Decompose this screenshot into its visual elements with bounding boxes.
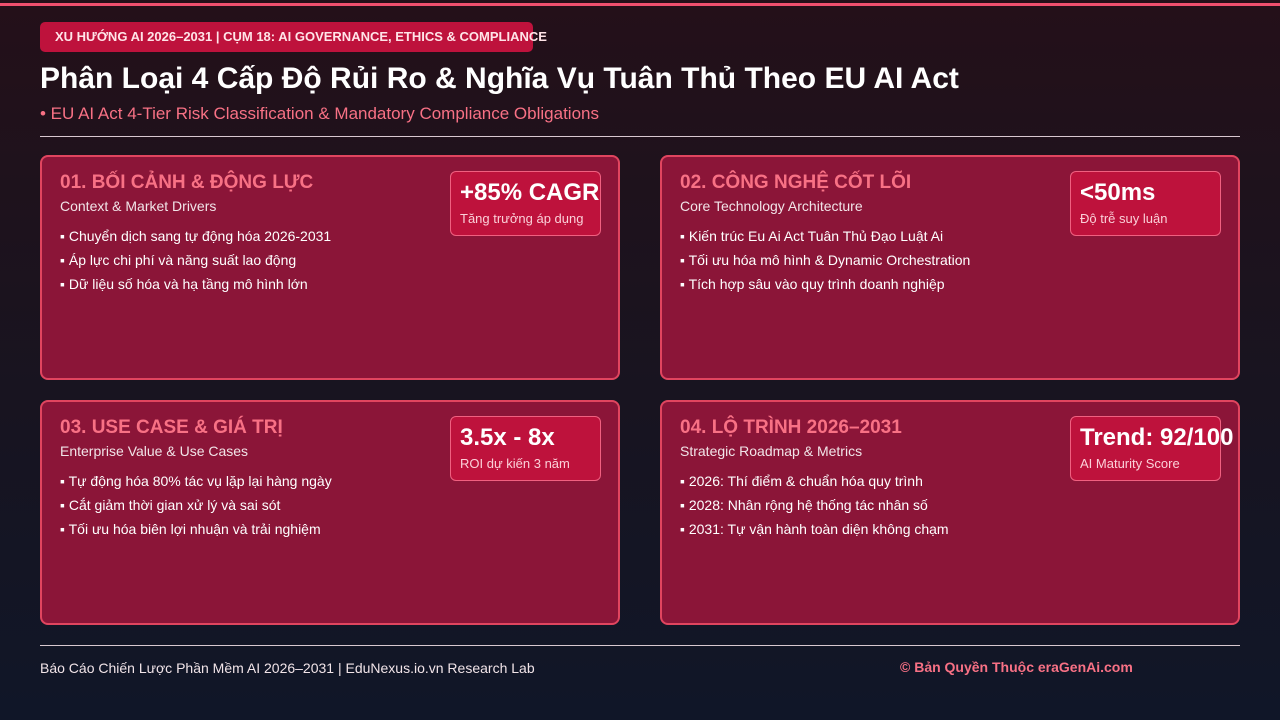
card-subheading: Core Technology Architecture xyxy=(680,198,863,214)
card-heading: 04. LỘ TRÌNH 2026–2031 xyxy=(680,417,902,438)
bullet: ▪ Tối ưu hóa mô hình & Dynamic Orchestra… xyxy=(680,252,971,268)
card-subheading: Strategic Roadmap & Metrics xyxy=(680,443,863,459)
divider xyxy=(40,136,1240,137)
divider xyxy=(40,645,1240,646)
card: 04. LỘ TRÌNH 2026–2031 Strategic Roadmap … xyxy=(660,400,1240,625)
bullet: ▪ Áp lực chi phí và năng suất lao động xyxy=(60,252,297,268)
top-accent xyxy=(0,3,1280,6)
metric-value: <50ms xyxy=(1080,179,1156,206)
card-subheading: Enterprise Value & Use Cases xyxy=(60,443,249,459)
bullet: ▪ 2028: Nhân rộng hệ thống tác nhân số xyxy=(680,497,928,513)
tag: XU HƯỚNG AI 2026–2031 | CỤM 18: AI GOVER… xyxy=(40,22,547,52)
bullet: ▪ Cắt giảm thời gian xử lý và sai sót xyxy=(60,497,281,513)
bullet: ▪ 2026: Thí điểm & chuẩn hóa quy trình xyxy=(680,473,923,489)
bullet: ▪ Dữ liệu số hóa và hạ tầng mô hình lớn xyxy=(60,276,308,292)
bullet: ▪ Tích hợp sâu vào quy trình doanh nghiệ… xyxy=(680,276,945,292)
metric-box: <50ms Độ trễ suy luận xyxy=(1070,171,1221,236)
metric-label: AI Maturity Score xyxy=(1080,456,1180,471)
card: 03. USE CASE & GIÁ TRỊ Enterprise Value &… xyxy=(40,400,620,625)
metric-box: +85% CAGR Tăng trưởng áp dụng xyxy=(450,171,601,236)
metric-box: 3.5x - 8x ROI dự kiến 3 năm xyxy=(450,416,601,481)
card: 02. CÔNG NGHỆ CỐT LÕI Core Technology Arc… xyxy=(660,155,1240,380)
title: Phân Loại 4 Cấp Độ Rủi Ro & Nghĩa Vụ Tuâ… xyxy=(40,62,959,95)
metric-value: Trend: 92/100 xyxy=(1080,424,1234,451)
metric-label: Tăng trưởng áp dụng xyxy=(460,211,584,226)
bullet: ▪ Chuyển dịch sang tự động hóa 2026-2031 xyxy=(60,228,332,244)
card-heading: 03. USE CASE & GIÁ TRỊ xyxy=(60,417,283,438)
bullet: ▪ 2031: Tự vận hành toàn diện không chạm xyxy=(680,521,949,537)
footer-left: Báo Cáo Chiến Lược Phần Mềm AI 2026–2031… xyxy=(40,660,535,676)
card-subheading: Context & Market Drivers xyxy=(60,198,217,214)
bullet: ▪ Kiến trúc Eu Ai Act Tuân Thủ Đạo Luật … xyxy=(680,228,944,244)
card: 01. BỐI CẢNH & ĐỘNG LỰC Context & Market … xyxy=(40,155,620,380)
bullet: ▪ Tự động hóa 80% tác vụ lặp lại hàng ng… xyxy=(60,473,332,489)
metric-label: ROI dự kiến 3 năm xyxy=(460,456,570,471)
metric-value: 3.5x - 8x xyxy=(460,424,555,451)
metric-value: +85% CAGR xyxy=(460,179,600,206)
card-heading: 02. CÔNG NGHỆ CỐT LÕI xyxy=(680,172,912,193)
metric-label: Độ trễ suy luận xyxy=(1080,211,1168,226)
bullet: ▪ Tối ưu hóa biên lợi nhuận và trải nghi… xyxy=(60,521,321,537)
footer-right: © Bản Quyền Thuộc eraGenAi.com xyxy=(900,659,1133,675)
subtitle: • EU AI Act 4-Tier Risk Classification &… xyxy=(40,104,599,123)
card-heading: 01. BỐI CẢNH & ĐỘNG LỰC xyxy=(60,172,314,193)
metric-box: Trend: 92/100 AI Maturity Score xyxy=(1070,416,1233,481)
